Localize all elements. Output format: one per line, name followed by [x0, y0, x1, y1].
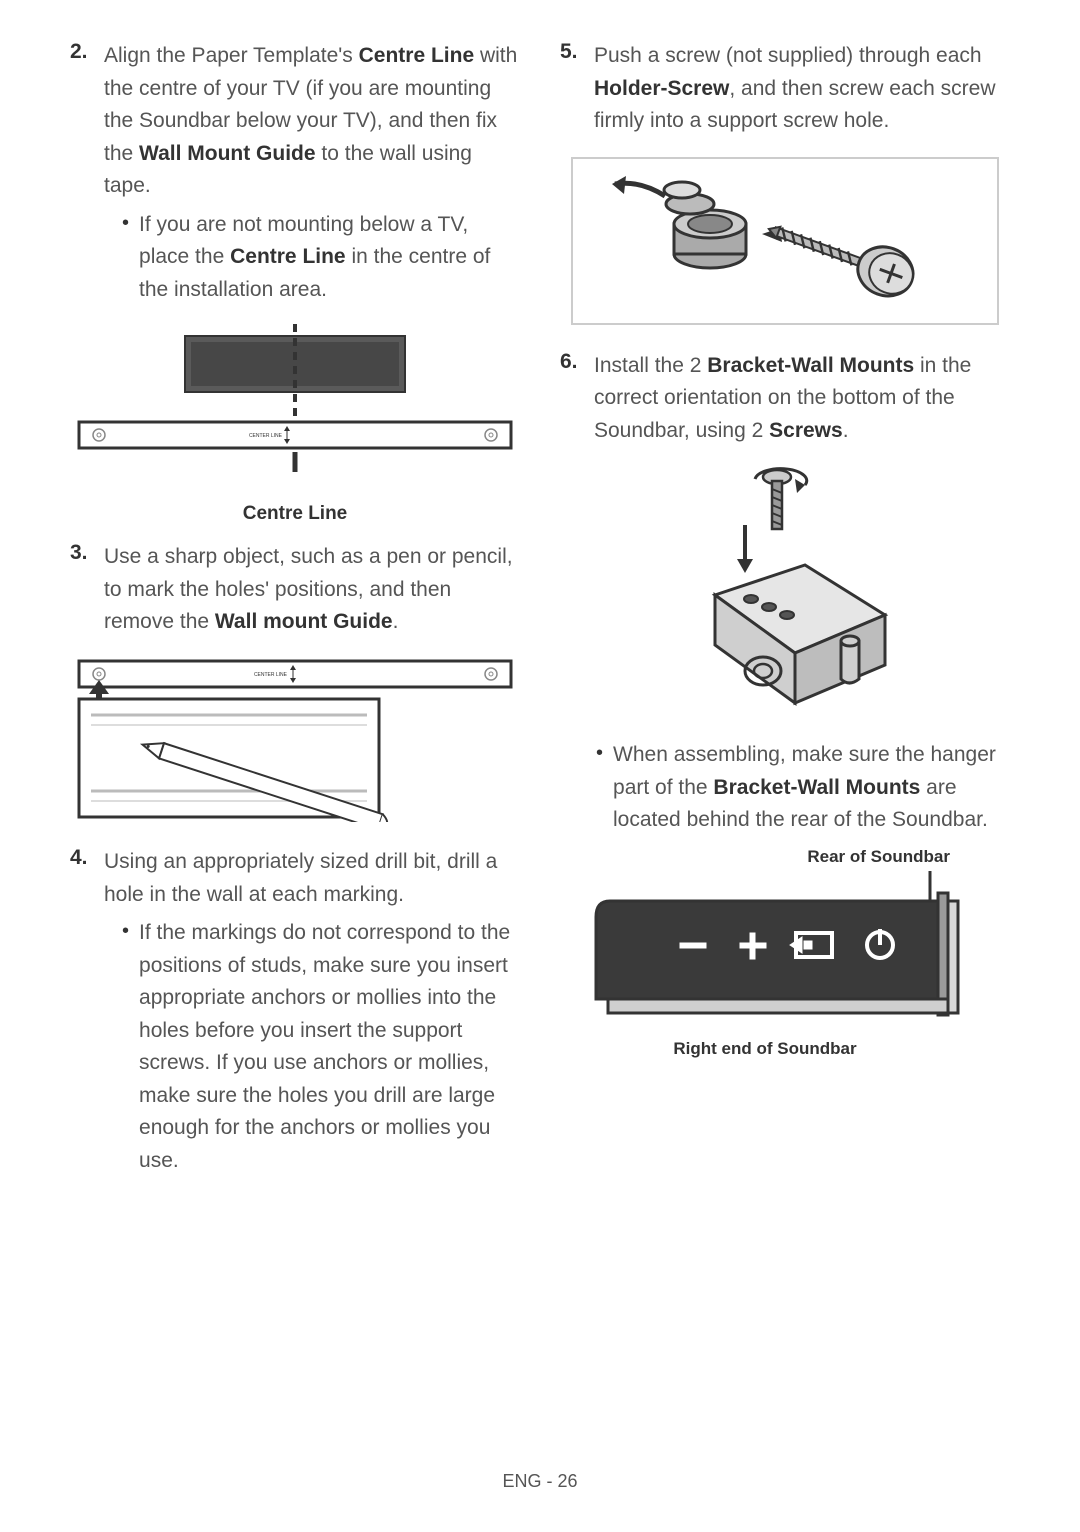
step-5: 5. Push a screw (not supplied) through e… — [560, 40, 1010, 138]
left-column: 2. Align the Paper Template's Centre Lin… — [70, 40, 520, 1187]
figure-soundbar-rear — [560, 871, 1010, 1031]
step-number: 6. — [560, 350, 582, 448]
figure-bracket-mount — [560, 465, 1010, 715]
right-column: 5. Push a screw (not supplied) through e… — [560, 40, 1010, 1187]
step-number: 2. — [70, 40, 92, 306]
step-4: 4. Using an appropriately sized drill bi… — [70, 846, 520, 1177]
step-4-bullet: • If the markings do not correspond to t… — [104, 917, 520, 1177]
step-number: 4. — [70, 846, 92, 1177]
step-number: 5. — [560, 40, 582, 138]
svg-text:CENTER LINE: CENTER LINE — [254, 672, 288, 678]
step-2-text: Align the Paper Template's Centre Line w… — [104, 40, 520, 306]
step-6-bullet: • When assembling, make sure the hanger … — [560, 739, 1010, 837]
step-3-text: Use a sharp object, such as a pen or pen… — [104, 541, 520, 639]
bullet-dot-icon: • — [122, 917, 129, 1177]
step-2-bullet: • If you are not mounting below a TV, pl… — [104, 209, 520, 307]
step-6-text: Install the 2 Bracket-Wall Mounts in the… — [594, 350, 1010, 448]
figure-centre-line: CENTER LINE — [70, 324, 520, 479]
centre-line-caption: Centre Line — [70, 503, 520, 525]
step-6: 6. Install the 2 Bracket-Wall Mounts in … — [560, 350, 1010, 448]
figure-holder-screw — [560, 156, 1010, 326]
step-3: 3. Use a sharp object, such as a pen or … — [70, 541, 520, 639]
step-5-text: Push a screw (not supplied) through each… — [594, 40, 1010, 138]
rear-of-soundbar-label: Rear of Soundbar — [560, 847, 1010, 867]
step-4-text: Using an appropriately sized drill bit, … — [104, 846, 520, 1177]
svg-text:CENTER LINE: CENTER LINE — [249, 433, 283, 439]
figure-pencil-marking: CENTER LINE — [70, 657, 520, 822]
bullet-dot-icon: • — [122, 209, 129, 307]
page-footer: ENG - 26 — [0, 1471, 1080, 1492]
step-2: 2. Align the Paper Template's Centre Lin… — [70, 40, 520, 306]
step-number: 3. — [70, 541, 92, 639]
bullet-dot-icon: • — [596, 739, 603, 837]
right-end-label: Right end of Soundbar — [560, 1039, 1010, 1059]
